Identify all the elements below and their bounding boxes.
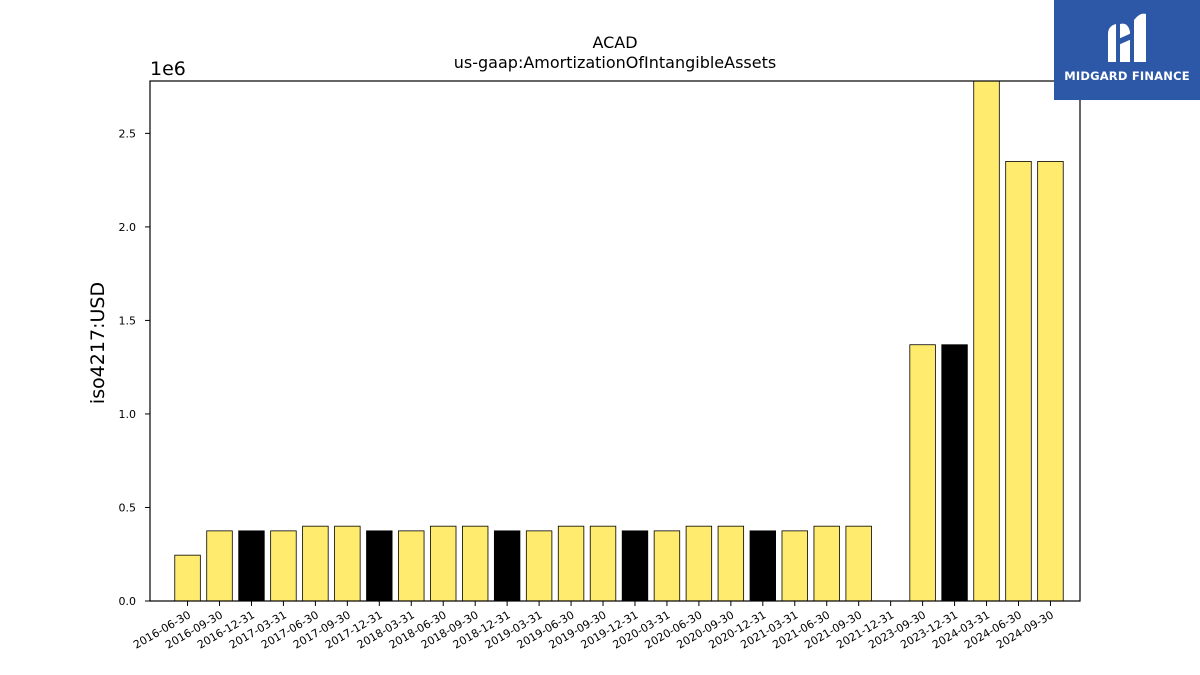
bar-2021-09-30 <box>845 525 872 602</box>
y-tick-label: 0.0 <box>119 595 137 608</box>
bar-2023-09-30 <box>909 344 936 602</box>
bar-2017-06-30 <box>302 525 329 602</box>
y-tick-label: 1.0 <box>119 408 137 421</box>
bar-2016-09-30 <box>206 530 233 602</box>
y-tick-label: 2.0 <box>119 221 137 234</box>
bar-2016-06-30 <box>174 554 201 602</box>
chart-title: ACAD <box>592 33 637 52</box>
bar-2016-12-31 <box>238 530 265 602</box>
bar-2021-06-30 <box>813 525 840 602</box>
plot-frame <box>149 80 1081 602</box>
bar-2024-06-30 <box>1005 161 1032 602</box>
bar-2019-09-30 <box>589 525 617 602</box>
logo-text: MIDGARD FINANCE <box>1064 69 1190 83</box>
bar-2024-09-30 <box>1037 161 1064 602</box>
bar-2020-03-31 <box>653 530 681 602</box>
bar-2019-06-30 <box>557 525 585 602</box>
bar-2017-12-31 <box>366 530 393 602</box>
bar-2023-12-31 <box>941 344 968 602</box>
bar-2024-03-31 <box>973 80 1000 602</box>
y-axis-label: iso4217:USD <box>87 282 109 404</box>
midgard-finance-logo: MIDGARD FINANCE <box>1054 0 1200 100</box>
bar-2020-12-31 <box>749 530 777 602</box>
bar-2018-03-31 <box>398 530 425 602</box>
midgard-m-logo-icon <box>1108 13 1146 63</box>
y-tick-label: 2.5 <box>119 127 137 140</box>
bar-2018-12-31 <box>493 530 521 602</box>
bar-2019-12-31 <box>621 530 649 602</box>
bar-2019-03-31 <box>525 530 553 602</box>
bar-2020-09-30 <box>717 525 745 602</box>
y-tick-label: 0.5 <box>119 501 137 514</box>
y-axis-ticks: 0.0 0.5 1.0 1.5 2.0 2.5 <box>119 127 150 608</box>
bar-2020-06-30 <box>685 525 713 602</box>
bar-2021-03-31 <box>781 530 808 602</box>
y-tick-label: 1.5 <box>119 314 137 327</box>
y-offset-label: 1e6 <box>150 58 186 80</box>
chart-subtitle: us-gaap:AmortizationOfIntangibleAssets <box>454 53 776 72</box>
bar-2017-03-31 <box>270 530 297 602</box>
bar-2018-06-30 <box>430 525 457 602</box>
bar-2017-09-30 <box>334 525 361 602</box>
x-axis-ticks: 2016-06-302016-09-302016-12-312017-03-31… <box>131 601 1056 652</box>
bars-group <box>174 80 1064 602</box>
bar-2018-09-30 <box>461 525 489 602</box>
